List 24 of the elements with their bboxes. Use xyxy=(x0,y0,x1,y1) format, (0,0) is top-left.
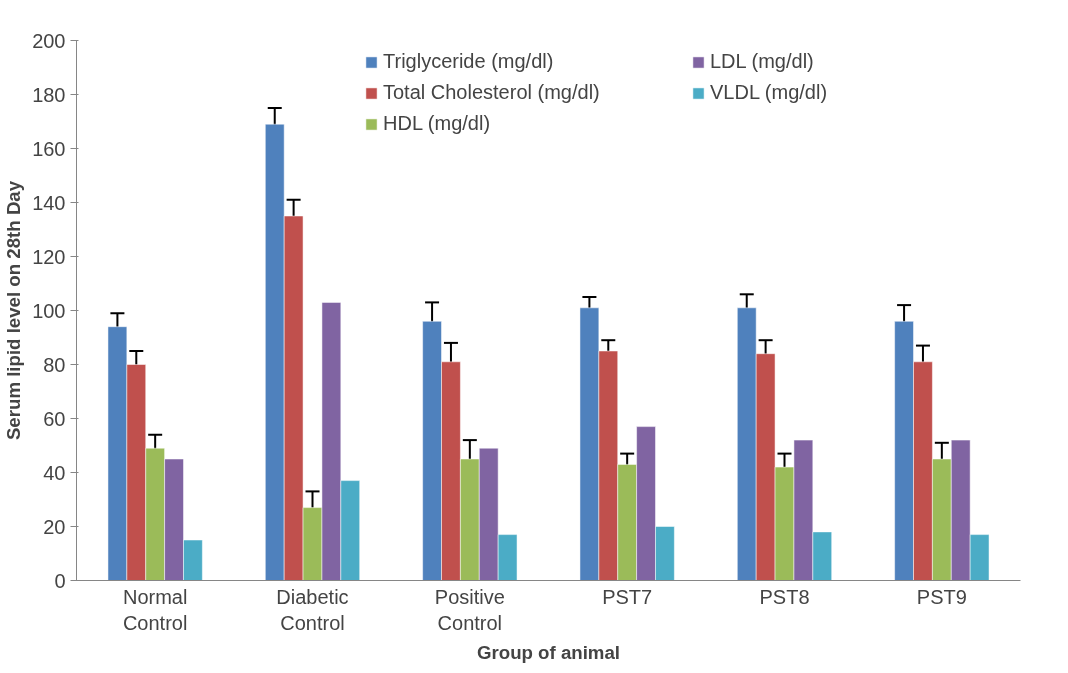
x-axis-title: Group of animal xyxy=(476,641,621,663)
y-tick-label: 80 xyxy=(43,353,66,376)
y-tick-label: 200 xyxy=(32,29,66,52)
y-axis-title: Serum lipid level on 28th Day xyxy=(3,180,25,441)
x-tick-label: Normal Control xyxy=(122,585,188,634)
y-tick-label: 120 xyxy=(32,245,66,268)
legend-label: HDL (mg/dl) xyxy=(383,112,492,135)
y-tick-label: 0 xyxy=(54,569,66,592)
legend-label: VLDL (mg/dl) xyxy=(710,81,829,104)
y-tick-label: 180 xyxy=(32,83,66,106)
y-tick-label: 160 xyxy=(32,137,66,160)
x-tick-label: Positive Control xyxy=(434,585,505,634)
legend-label: Triglyceride (mg/dl) xyxy=(383,50,555,73)
legend-label: LDL (mg/dl) xyxy=(710,50,815,73)
x-tick-label: PST8 xyxy=(759,585,810,608)
y-tick-label: 60 xyxy=(43,407,66,430)
y-tick-label: 140 xyxy=(32,191,66,214)
y-tick-label: 100 xyxy=(32,299,66,322)
y-tick-label: 20 xyxy=(43,515,66,538)
legend-label: Total Cholesterol (mg/dl) xyxy=(383,81,601,104)
x-tick-label: Diabetic Control xyxy=(276,585,349,634)
x-tick-label: PST9 xyxy=(916,585,967,608)
x-tick-label: PST7 xyxy=(602,585,653,608)
y-tick-label: 40 xyxy=(43,461,66,484)
